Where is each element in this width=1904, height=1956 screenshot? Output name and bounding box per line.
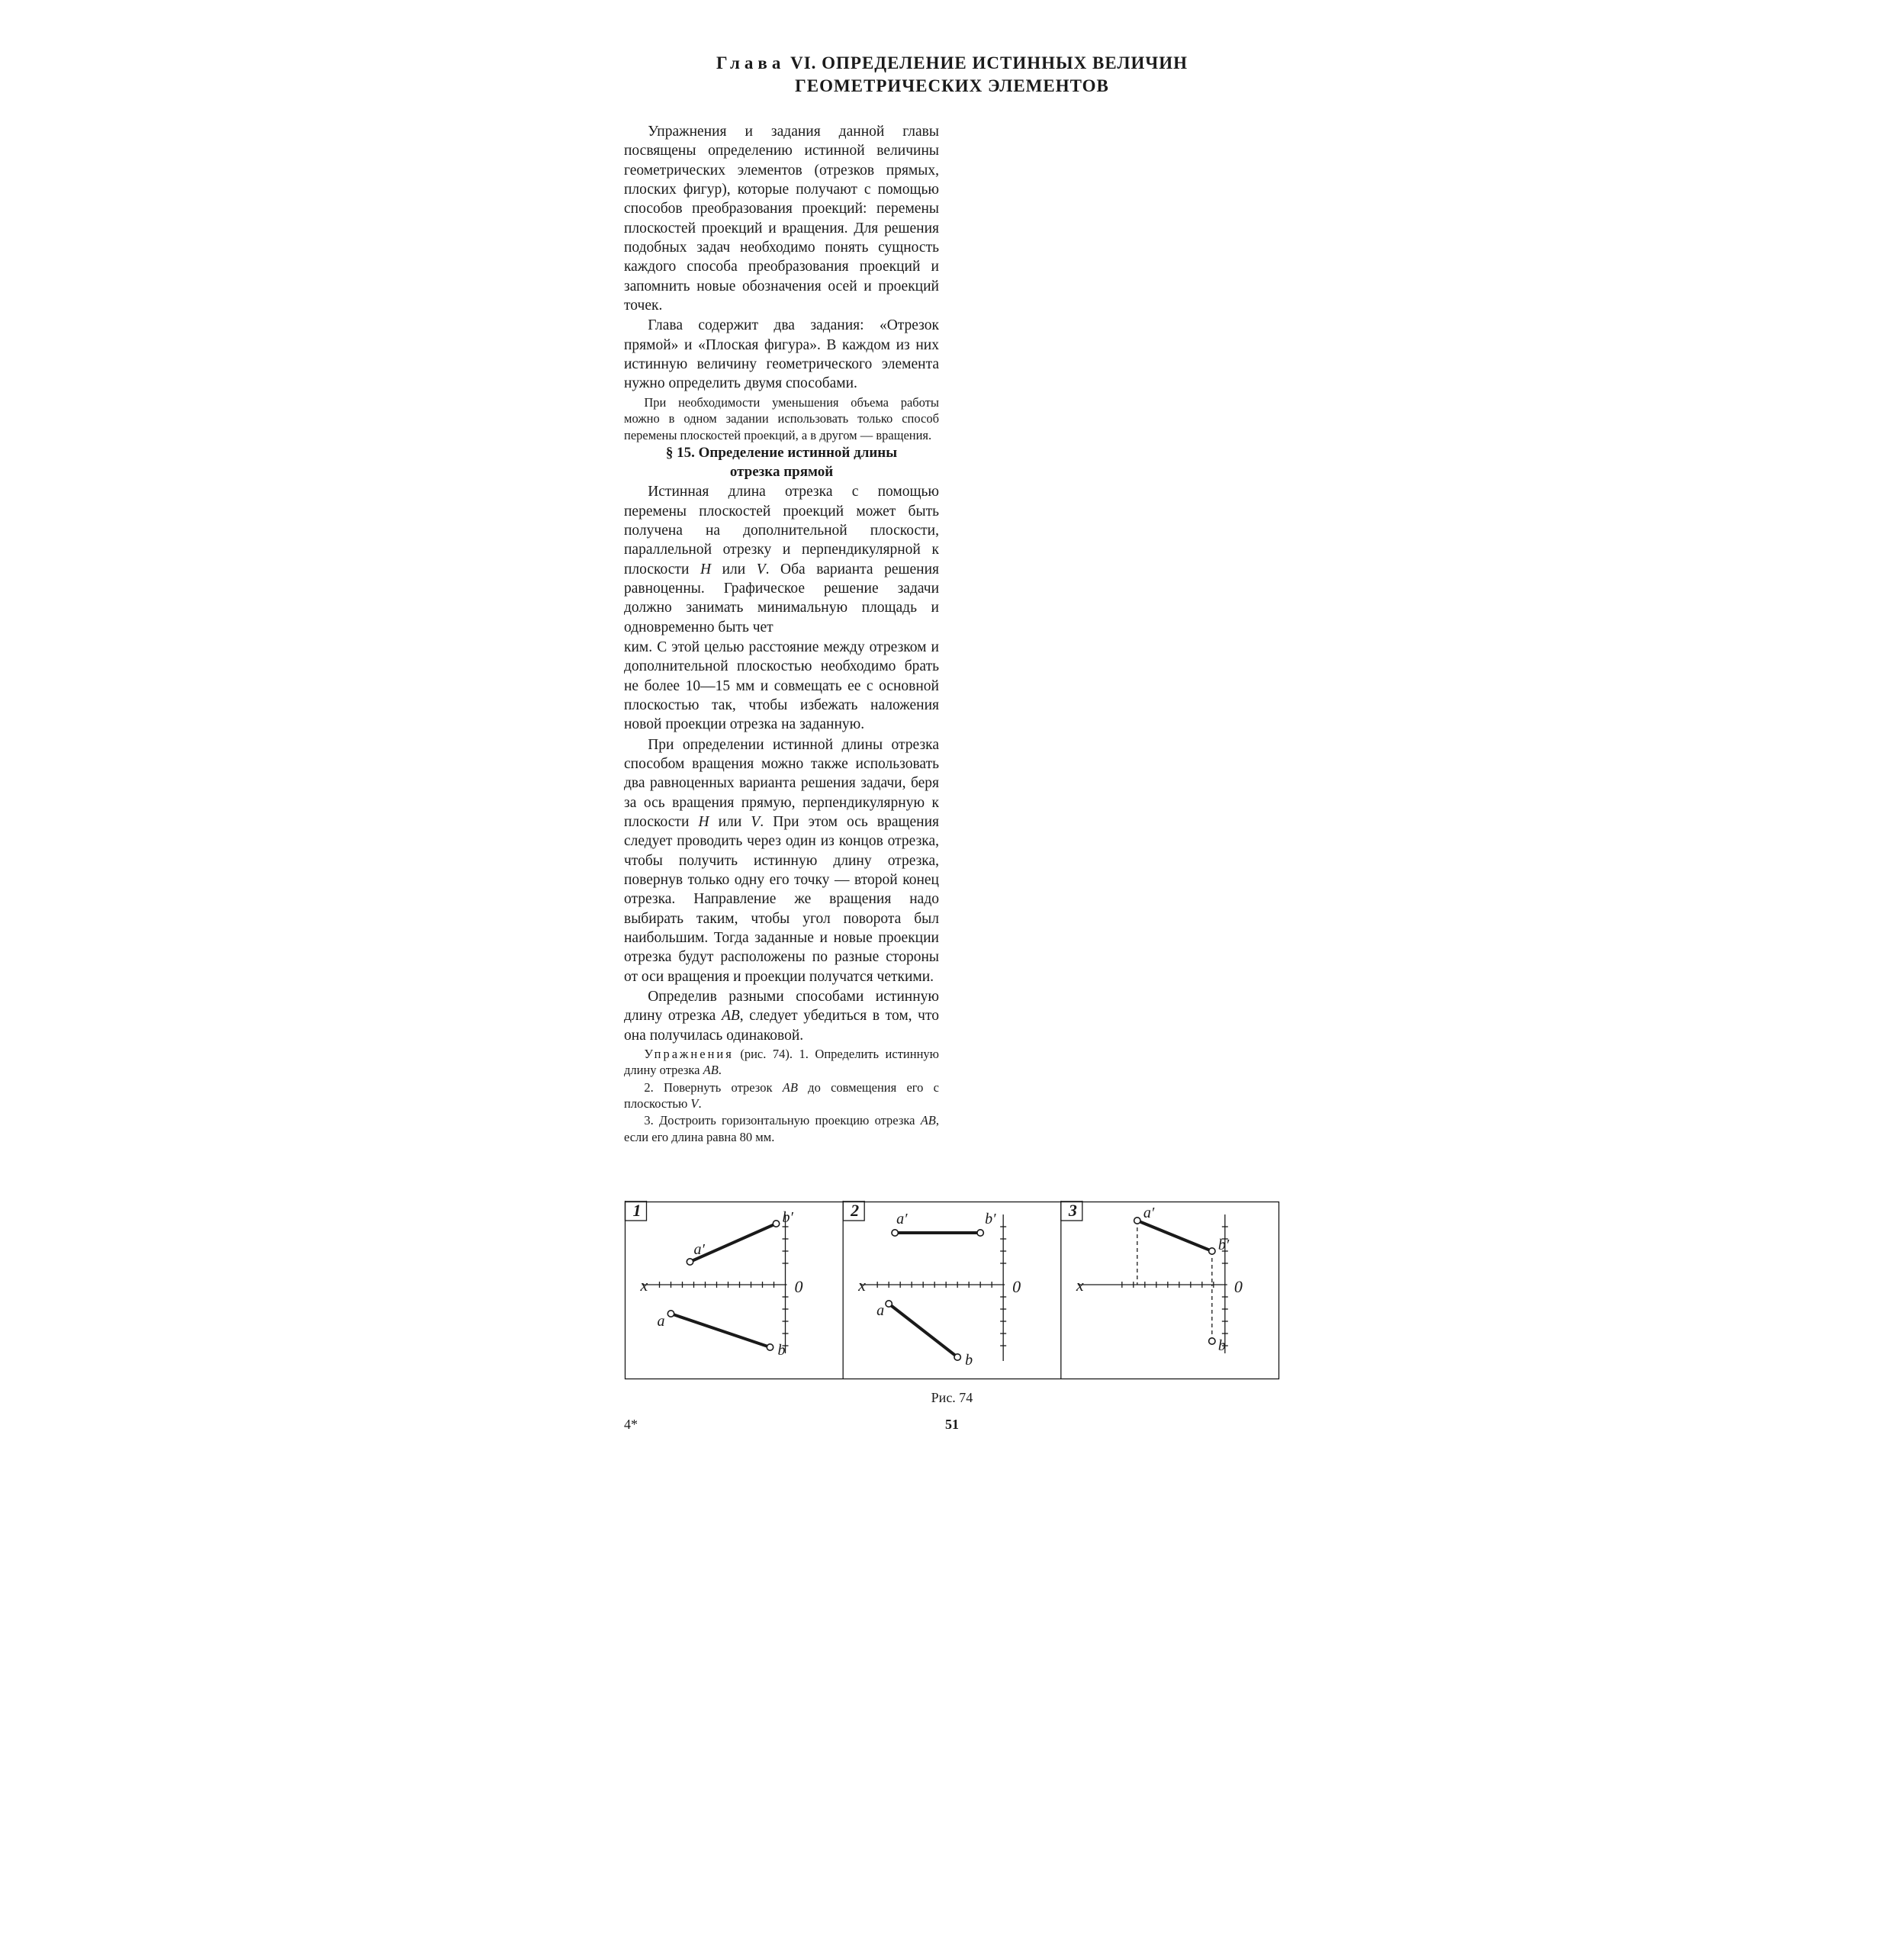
paragraph: При определении истинной длины отрезка с… [624,735,939,986]
signature-mark: 4* [624,1417,638,1433]
svg-text:a: a [658,1313,665,1330]
svg-text:b′: b′ [1218,1237,1230,1253]
svg-text:x: x [640,1276,648,1295]
chapter-line1: ОПРЕДЕЛЕНИЕ ИСТИННЫХ ВЕЛИЧИН [822,53,1188,72]
svg-text:a′: a′ [896,1211,908,1227]
exercise: 2. Повернуть отрезок AB до совмещения ег… [624,1079,939,1112]
svg-text:2: 2 [850,1201,859,1220]
paragraph: Глава содержит два задания: «Отрезок пря… [624,316,939,393]
paragraph: Определив разными способами истинную дли… [624,987,939,1045]
figure-74: 1 x 0 a′ b′ a b 2 x 0 a′ b′ a b 3 x 0 a′ b′ b Рис. 74 [624,1201,1280,1406]
paragraph: ким. С этой целью расстояние между отрез… [624,638,939,735]
figure-svg: 1 x 0 a′ b′ a b 2 x 0 a′ b′ a b 3 x 0 a′ b′ b [624,1201,1280,1380]
figure-caption: Рис. 74 [624,1390,1280,1406]
paragraph-small: При необходимости уменьшения объема рабо… [624,394,939,443]
svg-text:b: b [1218,1337,1226,1354]
svg-text:b: b [965,1352,973,1369]
svg-text:b′: b′ [783,1209,794,1226]
paragraph: Упражнения и задания данной главы посвящ… [624,122,939,315]
svg-text:x: x [857,1276,866,1295]
svg-text:a′: a′ [694,1241,706,1258]
exercise: Упражнения (рис. 74). 1. Определить исти… [624,1046,939,1079]
svg-text:a′: a′ [1143,1205,1155,1221]
exercise: 3. Достроить горизонтальную проекцию отр… [624,1112,939,1145]
paragraph: Истинная длина отрезка с помощью перемен… [624,482,939,637]
chapter-subtitle: ГЕОМЕТРИЧЕСКИХ ЭЛЕМЕНТОВ [624,76,1280,96]
section-heading: § 15. Определение истинной длины отрезка… [624,444,939,481]
svg-text:0: 0 [1012,1277,1021,1296]
svg-text:b: b [778,1342,786,1359]
chapter-number: VI. [790,53,816,72]
svg-text:1: 1 [633,1201,642,1220]
svg-text:x: x [1076,1276,1084,1295]
chapter-title: Глава VI. ОПРЕДЕЛЕНИЕ ИСТИННЫХ ВЕЛИЧИН [624,53,1280,73]
svg-text:3: 3 [1068,1201,1077,1220]
svg-text:a: a [876,1302,884,1319]
page-footer: 4* 51 [624,1417,1280,1433]
chapter-label-prefix: Глава [716,53,785,72]
body-columns: Упражнения и задания данной главы посвящ… [624,122,1280,1190]
svg-text:0: 0 [795,1277,803,1296]
page-number: 51 [945,1417,959,1432]
svg-text:b′: b′ [985,1211,996,1227]
svg-text:0: 0 [1234,1277,1243,1296]
